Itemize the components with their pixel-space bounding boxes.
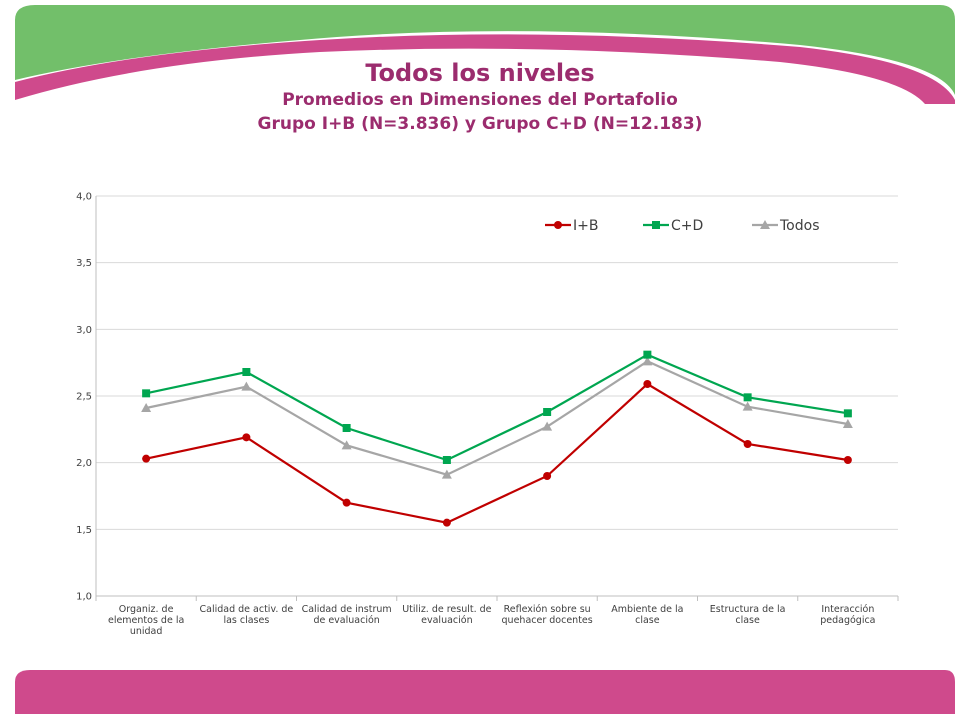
y-tick-label: 2,0 xyxy=(76,458,92,469)
data-point-I+B xyxy=(643,380,652,388)
data-point-Todos xyxy=(341,440,352,450)
data-point-I+B xyxy=(543,472,552,480)
data-point-I+B xyxy=(142,454,151,463)
data-point-I+B xyxy=(242,433,251,442)
legend-label-C+D: C+D xyxy=(671,218,703,234)
data-point-C+D xyxy=(342,424,351,432)
footer-pink-bar xyxy=(15,670,955,714)
x-tick-label: Reflexión sobre su quehacer docentes xyxy=(501,604,593,626)
data-point-Todos xyxy=(542,421,553,431)
page-title: Todos los niveles xyxy=(365,59,595,87)
banner-pink-stripe xyxy=(15,34,955,104)
data-point-Todos xyxy=(842,419,853,428)
data-point-C+D xyxy=(242,368,251,376)
title-block: Todos los niveles Promedios en Dimension… xyxy=(0,58,960,136)
y-tick-label: 2,5 xyxy=(76,392,92,403)
x-tick-label: Utiliz. de result. de evaluación xyxy=(402,604,492,626)
x-tick-label: Interacción pedagógica xyxy=(820,604,876,626)
page-subtitle-1: Promedios en Dimensiones del Portafolio xyxy=(282,90,678,110)
data-point-C+D xyxy=(743,393,752,402)
line-chart: 1,0 1,5 2,0 2,5 3,0 3,5 4,0 I+B C+D Todos Organiz… xyxy=(0,180,960,660)
data-point-C+D xyxy=(142,389,151,398)
legend-marker-Todos xyxy=(760,220,770,229)
chart-svg: 1,0 1,5 2,0 2,5 3,0 3,5 4,0 I+B C+D Todos xyxy=(76,192,899,603)
data-point-Todos xyxy=(141,403,152,412)
page-subtitle-2: Grupo I+B (N=3.836) y Grupo C+D (N=12.18… xyxy=(257,114,703,134)
data-point-C+D xyxy=(543,408,552,416)
data-point-Todos xyxy=(642,356,653,366)
series-line-Todos xyxy=(145,360,849,476)
decorative-footer xyxy=(15,670,955,714)
data-point-Todos xyxy=(241,381,252,391)
data-point-Todos xyxy=(742,401,753,411)
x-tick-label: Organiz. de elementos de la unidad xyxy=(107,604,185,637)
x-tick-label: Ambiente de la clase xyxy=(611,604,684,626)
y-tick-label: 1,0 xyxy=(76,592,92,603)
x-tick-label: Estructura de la clase xyxy=(709,604,786,626)
y-tick-label: 4,0 xyxy=(76,192,92,203)
y-tick-label: 1,5 xyxy=(76,525,92,536)
data-point-C+D xyxy=(442,456,451,464)
banner-green-shape xyxy=(15,5,955,95)
data-point-I+B xyxy=(442,518,451,527)
series-line-I+B xyxy=(145,382,849,524)
data-point-I+B xyxy=(342,498,351,507)
y-tick-label: 3,5 xyxy=(76,258,92,269)
data-point-Todos xyxy=(441,469,452,479)
legend-label-Todos: Todos xyxy=(779,218,819,234)
x-tick-label: Calidad de activ. de las clases xyxy=(199,604,294,626)
x-tick-label: Calidad de instrum de evaluación xyxy=(301,604,392,626)
data-point-C+D xyxy=(843,409,852,418)
legend-marker-I+B xyxy=(554,221,562,229)
legend-label-I+B: I+B xyxy=(573,218,598,234)
data-point-I+B xyxy=(843,456,852,464)
data-point-C+D xyxy=(643,350,652,359)
series-line-C+D xyxy=(145,353,849,462)
y-tick-label: 3,0 xyxy=(76,325,92,336)
decorative-banner xyxy=(15,5,955,104)
legend-marker-C+D xyxy=(652,221,660,229)
data-point-I+B xyxy=(743,440,752,448)
